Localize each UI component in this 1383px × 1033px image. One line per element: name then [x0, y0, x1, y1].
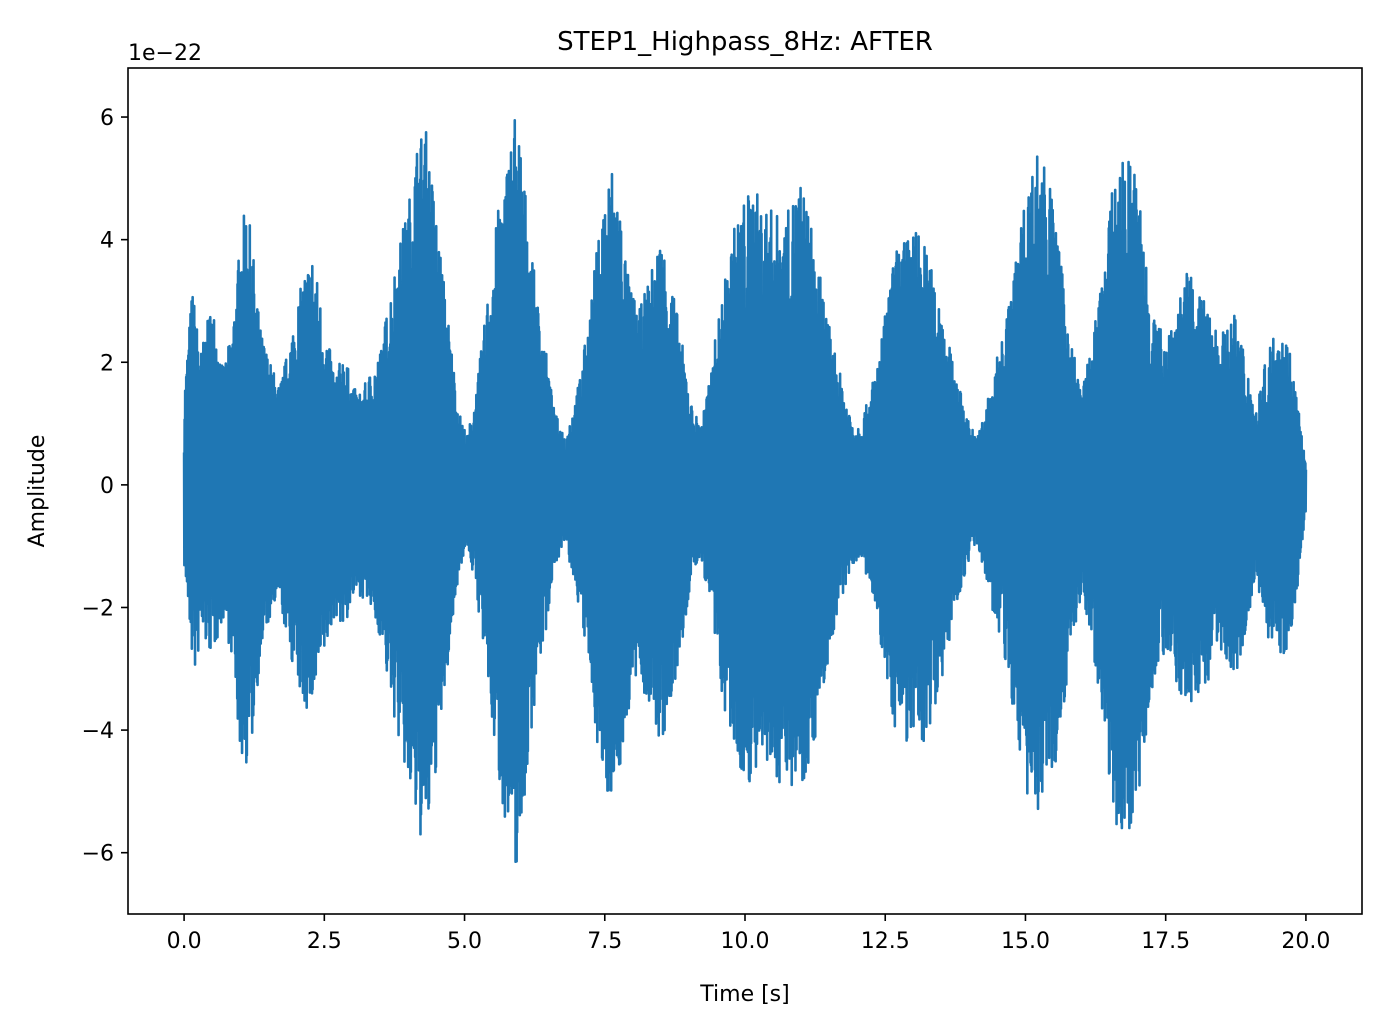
x-tick-label: 10.0 — [721, 929, 770, 954]
chart-title: STEP1_Highpass_8Hz: AFTER — [557, 27, 933, 57]
y-tick-label: 4 — [100, 229, 114, 254]
x-tick-label: 17.5 — [1141, 929, 1190, 954]
y-tick-label: −4 — [82, 719, 114, 744]
x-tick-label: 7.5 — [587, 929, 622, 954]
x-axis-label: Time [s] — [699, 982, 789, 1007]
x-tick-label: 15.0 — [1001, 929, 1050, 954]
y-offset-label: 1e−22 — [128, 41, 202, 66]
x-tick-label: 2.5 — [307, 929, 342, 954]
x-tick-label: 12.5 — [861, 929, 910, 954]
y-tick-label: 0 — [100, 474, 114, 499]
y-tick-label: −2 — [82, 596, 114, 621]
series-layer — [182, 119, 1308, 864]
x-tick-label: 5.0 — [447, 929, 482, 954]
waveform-line — [182, 119, 1308, 864]
y-axis: −6 −4 −2 0 2 4 6 — [82, 106, 128, 867]
x-tick-label: 0.0 — [167, 929, 202, 954]
x-tick-label: 20.0 — [1281, 929, 1330, 954]
plot-area — [127, 67, 1363, 915]
x-axis: 0.0 2.5 5.0 7.5 10.0 12.5 15.0 17.5 20.0 — [167, 914, 1330, 954]
y-axis-label: Amplitude — [25, 435, 50, 548]
y-tick-label: 2 — [100, 351, 114, 376]
y-tick-label: −6 — [82, 842, 114, 867]
y-tick-label: 6 — [100, 106, 114, 131]
